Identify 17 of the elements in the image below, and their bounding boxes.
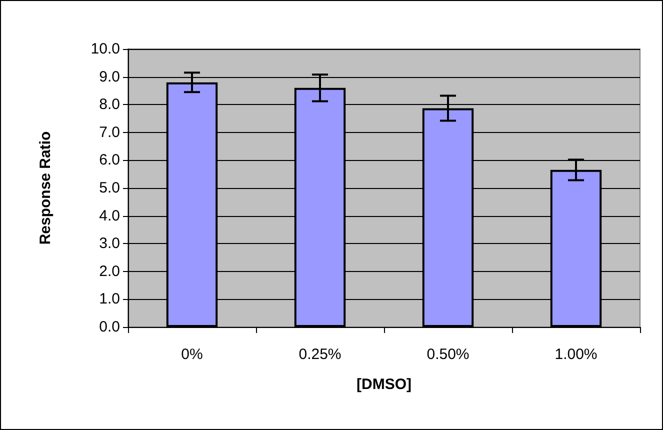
y-tick-label: 4.0 bbox=[99, 207, 120, 224]
y-tick-label: 5.0 bbox=[99, 180, 120, 196]
x-tick-label: 0% bbox=[181, 346, 203, 363]
y-tick-label: 6.0 bbox=[99, 152, 120, 169]
y-tick-label: 10.0 bbox=[90, 40, 120, 58]
y-tick-label: 9.0 bbox=[99, 68, 120, 86]
x-tick-label: 0.25% bbox=[298, 346, 342, 363]
y-tick-label: 8.0 bbox=[99, 96, 120, 114]
x-axis-title: [DMSO] bbox=[356, 376, 412, 393]
x-tick-label: 1.00% bbox=[554, 346, 598, 363]
y-tick-label: 7.0 bbox=[99, 124, 120, 141]
y-tick-label: 0.0 bbox=[99, 318, 120, 336]
y-tick-label: 3.0 bbox=[99, 235, 120, 252]
y-tick-label: 1.0 bbox=[99, 290, 120, 308]
y-tick-label: 2.0 bbox=[99, 262, 120, 280]
x-tick-label: 0.50% bbox=[426, 346, 470, 363]
y-axis-title: Response Ratio bbox=[37, 131, 54, 245]
